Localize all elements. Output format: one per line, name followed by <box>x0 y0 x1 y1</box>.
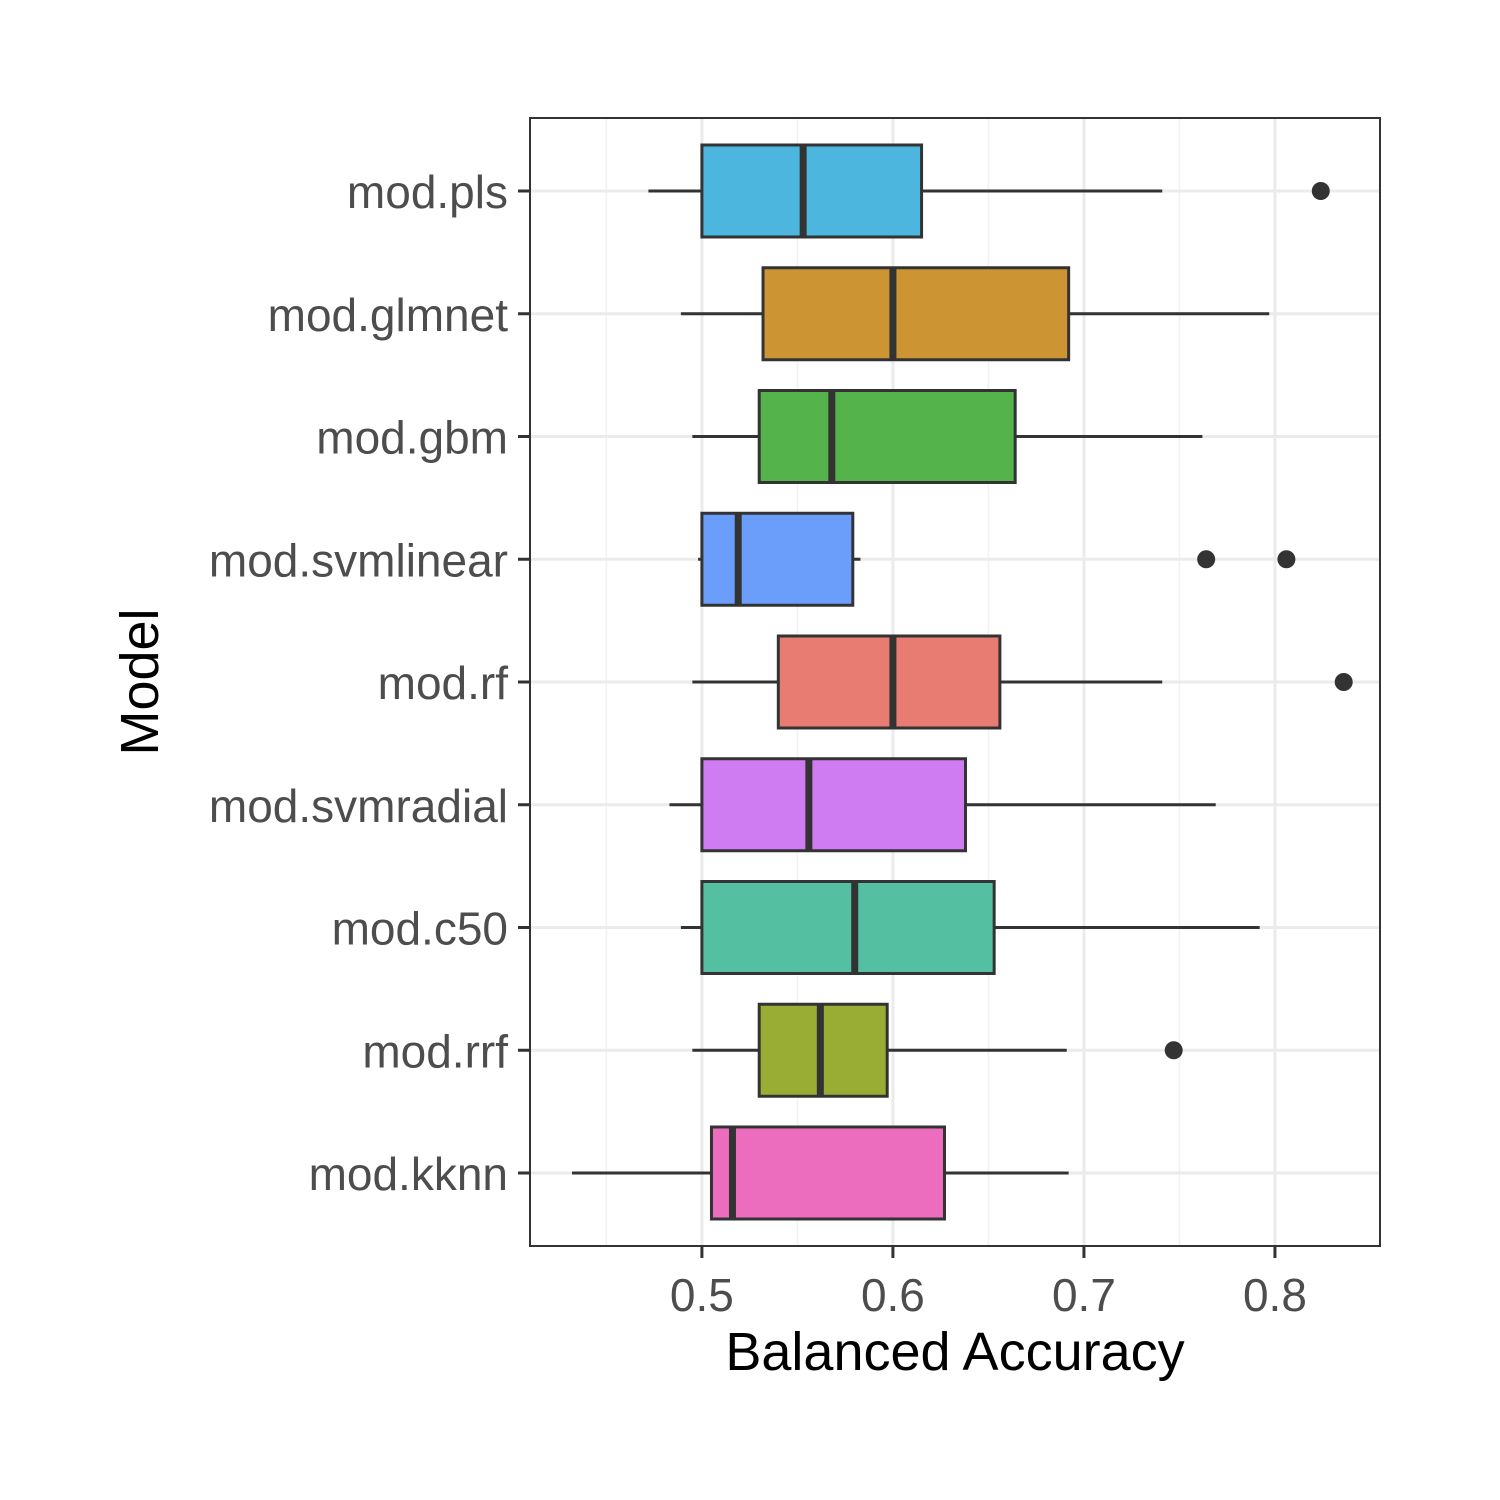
box-iqr <box>700 757 968 853</box>
box-iqr <box>757 389 1017 484</box>
y-tick-label: mod.pls <box>347 166 508 218</box>
box-mod.rf <box>692 634 1353 730</box>
box-mod.rrf <box>692 1002 1183 1098</box>
y-axis: mod.pls mod.glmnet mod.gbm mod.svmlinear mod… <box>209 166 530 1200</box>
x-tick-label: 0.5 <box>670 1269 734 1321</box>
x-axis-title: Balanced Accuracy <box>725 1322 1184 1382</box>
box-mod.c50 <box>680 880 1260 975</box>
y-tick-label: mod.glmnet <box>268 289 509 341</box>
y-axis-title: Model <box>110 608 170 755</box>
outlier-point <box>1334 673 1353 691</box>
box-mod.svmlinear <box>698 511 1296 607</box>
box-iqr <box>761 266 1071 362</box>
y-tick-label: mod.rrf <box>362 1025 508 1077</box>
box-iqr <box>700 511 855 607</box>
x-tick-label: 0.8 <box>1243 1269 1307 1321</box>
outlier-point <box>1164 1041 1183 1060</box>
y-tick-label: mod.svmradial <box>209 780 508 832</box>
outlier-point <box>1277 550 1296 569</box>
x-tick-label: 0.6 <box>861 1269 925 1321</box>
box-iqr <box>776 634 1002 730</box>
x-axis: 0.5 0.6 0.7 0.8 <box>670 1246 1307 1321</box>
y-tick-label: mod.gbm <box>316 412 508 464</box>
y-tick-label: mod.rf <box>378 657 509 709</box>
y-tick-label: mod.kknn <box>309 1148 508 1200</box>
y-tick-label: mod.c50 <box>332 903 508 955</box>
y-tick-label: mod.svmlinear <box>209 534 508 586</box>
box-series <box>572 143 1353 1221</box>
box-mod.kknn <box>572 1125 1069 1221</box>
box-mod.pls <box>648 143 1330 239</box>
box-iqr <box>700 143 924 239</box>
outlier-point <box>1197 550 1216 569</box>
box-mod.gbm <box>692 389 1203 484</box>
box-iqr <box>709 1125 946 1221</box>
box-iqr <box>700 880 996 975</box>
outlier-point <box>1311 182 1330 200</box>
box-mod.glmnet <box>680 266 1270 362</box>
x-tick-label: 0.7 <box>1052 1269 1116 1321</box>
box-mod.svmradial <box>669 757 1216 853</box>
